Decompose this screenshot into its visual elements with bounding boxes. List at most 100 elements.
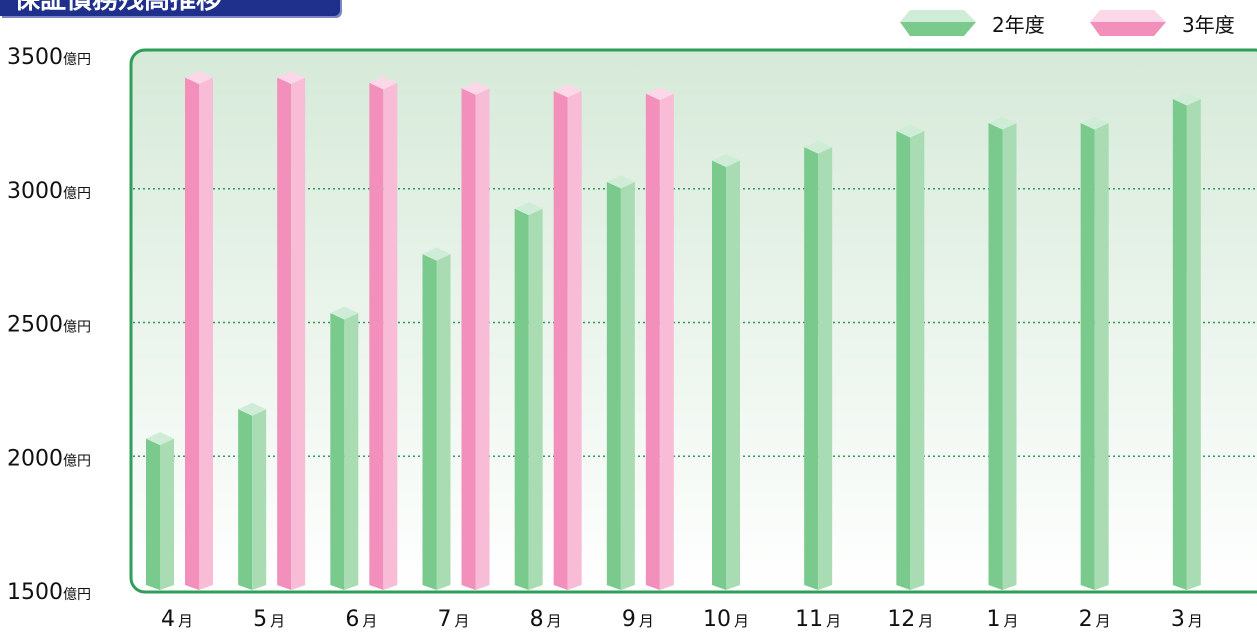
x-tick-unit: 月	[270, 612, 285, 630]
bar-2nendo	[330, 306, 359, 590]
x-tick-unit: 月	[362, 612, 377, 630]
bar-face-front	[1080, 123, 1095, 591]
x-tick-unit: 月	[454, 612, 469, 630]
x-tick-unit: 月	[1096, 612, 1111, 630]
bar-face-front	[553, 90, 568, 591]
bar-2nendo	[712, 153, 740, 590]
bar-2nendo	[422, 247, 451, 590]
bar-face-side	[1094, 123, 1109, 591]
legend-item: 2年度	[900, 10, 1045, 37]
bar-face-top	[461, 81, 490, 95]
bar-2nendo	[1172, 92, 1201, 590]
y-tick-label: 1500億円	[7, 580, 91, 605]
bar-2nendo	[896, 124, 925, 591]
bar-face-front	[422, 254, 437, 590]
bar-face-top	[514, 202, 543, 216]
chart-title: 保証債務残高推移	[0, 0, 340, 16]
y-tick-unit: 億円	[63, 186, 91, 202]
bar-2nendo	[988, 116, 1017, 591]
bar-face-top	[277, 71, 306, 85]
x-tick-unit: 月	[547, 612, 562, 630]
legend-swatch-bottom	[900, 22, 976, 36]
y-tick-label: 2500億円	[7, 313, 91, 338]
bar-3nendo	[277, 71, 306, 591]
x-tick-unit: 月	[918, 612, 933, 630]
bar-2nendo	[804, 140, 833, 590]
x-tick-unit: 月	[826, 612, 841, 630]
bar-face-front	[369, 82, 384, 591]
legend-item: 3年度	[1090, 10, 1235, 37]
bar-2nendo	[606, 175, 635, 590]
legend-label: 3年度	[1182, 13, 1235, 37]
bar-face-side	[567, 90, 582, 591]
bar-face-side	[436, 254, 451, 590]
y-tick-unit: 億円	[63, 52, 91, 68]
bar-3nendo	[369, 76, 398, 591]
bar-face-front	[1172, 98, 1187, 590]
legend-swatch-bottom	[1090, 22, 1166, 36]
x-tick-label: 10 月	[703, 607, 749, 632]
bar-face-side	[1002, 123, 1017, 591]
bar-3nendo	[645, 87, 674, 590]
bar-face-side	[291, 77, 306, 591]
bar-face-front	[146, 438, 160, 590]
bar-face-top	[146, 432, 174, 446]
bar-3nendo	[185, 71, 213, 591]
bar-face-top	[553, 84, 582, 98]
bar-face-side	[910, 131, 925, 591]
y-tick-unit: 億円	[63, 320, 91, 336]
bar-face-side	[818, 147, 833, 590]
bar-face-front	[238, 409, 253, 590]
bar-face-top	[330, 306, 359, 320]
bar-face-top	[712, 153, 740, 167]
bar-face-front	[277, 77, 292, 591]
y-tick-unit: 億円	[63, 453, 91, 469]
bar-2nendo	[514, 202, 543, 590]
bar-face-side	[1186, 98, 1201, 590]
bar-face-front	[712, 160, 726, 590]
bar-face-front	[185, 77, 199, 591]
x-tick-label: 11 月	[795, 607, 841, 632]
bar-face-side	[160, 438, 174, 590]
bar-face-top	[238, 402, 267, 416]
x-tick-unit: 月	[1188, 612, 1203, 630]
bar-3nendo	[553, 84, 582, 591]
bar-face-top	[645, 87, 674, 101]
bar-face-top	[185, 71, 213, 85]
legend-label: 2年度	[992, 13, 1045, 37]
x-tick-unit: 月	[1003, 612, 1018, 630]
bar-face-side	[620, 181, 635, 590]
bar-face-side	[199, 77, 213, 591]
bar-face-front	[514, 208, 529, 590]
legend-swatch-top	[1090, 10, 1166, 22]
bar-face-side	[726, 160, 740, 590]
bar-face-top	[422, 247, 451, 261]
x-tick-unit: 月	[734, 612, 749, 630]
y-tick-unit: 億円	[63, 587, 91, 603]
bar-face-side	[383, 82, 398, 591]
bar-face-top	[988, 116, 1017, 130]
y-tick-label: 3000億円	[7, 179, 91, 204]
bar-face-front	[896, 131, 911, 591]
x-tick-unit: 月	[639, 612, 654, 630]
bar-face-side	[475, 88, 490, 590]
x-tick-unit: 月	[178, 612, 193, 630]
bar-face-front	[461, 88, 476, 590]
bar-face-top	[896, 124, 925, 138]
bar-face-front	[330, 312, 345, 590]
bar-face-top	[369, 76, 398, 90]
bar-2nendo	[146, 432, 174, 590]
bar-2nendo	[1080, 116, 1109, 591]
bar-face-front	[804, 147, 819, 590]
bar-face-side	[528, 208, 543, 590]
legend-swatch-top	[900, 10, 976, 22]
